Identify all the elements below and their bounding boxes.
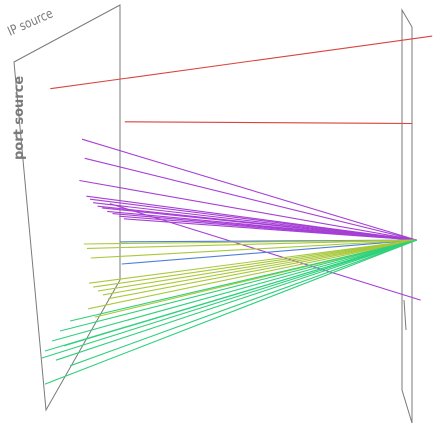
polyline-green-8 [44,239,417,385]
polyline-yellow_green-7 [107,239,417,300]
polyline-green-6 [69,239,417,367]
polyline-purple-11 [123,218,417,241]
polyline-red-0 [50,35,433,90]
polyline-red-1 [124,121,412,125]
polyline-purple-0 [81,138,417,241]
polyline-green-4 [44,239,417,352]
polyline-purple-1 [84,157,417,241]
polyline-yellow_green-3 [89,239,417,284]
ip-source-axis-label: IP source [6,6,56,39]
polyline-yellow_green-4 [93,239,417,288]
polyline-green-2 [51,239,417,342]
right-axis-plane [401,8,413,424]
polyline-green-1 [59,239,417,332]
polyline-yellow_green-6 [102,239,417,296]
polyline-yellow_green-8 [88,239,417,310]
polyline-yellow_green-1 [86,239,417,249]
port-source-axis-label: port source [12,76,27,160]
polyline-green-5 [55,239,417,361]
left-axis-plane [13,4,121,412]
right-axis-inner-line [403,299,407,331]
polyline-green-7 [41,239,417,359]
polyline-yellow_green-5 [97,239,417,292]
polyline-purple-2 [79,179,417,241]
polyline-blue-1 [121,239,417,265]
polyline-yellow_green-0 [83,239,417,245]
polyline-yellow_green-2 [90,239,417,259]
polylines-group [41,35,433,385]
polyline-green-0 [69,239,417,322]
